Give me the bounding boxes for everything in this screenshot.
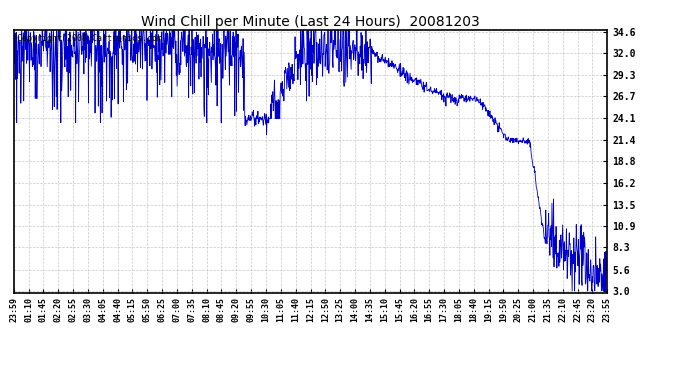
Text: Copyright 2008 Cartronics.com: Copyright 2008 Cartronics.com — [17, 34, 161, 43]
Title: Wind Chill per Minute (Last 24 Hours)  20081203: Wind Chill per Minute (Last 24 Hours) 20… — [141, 15, 480, 29]
